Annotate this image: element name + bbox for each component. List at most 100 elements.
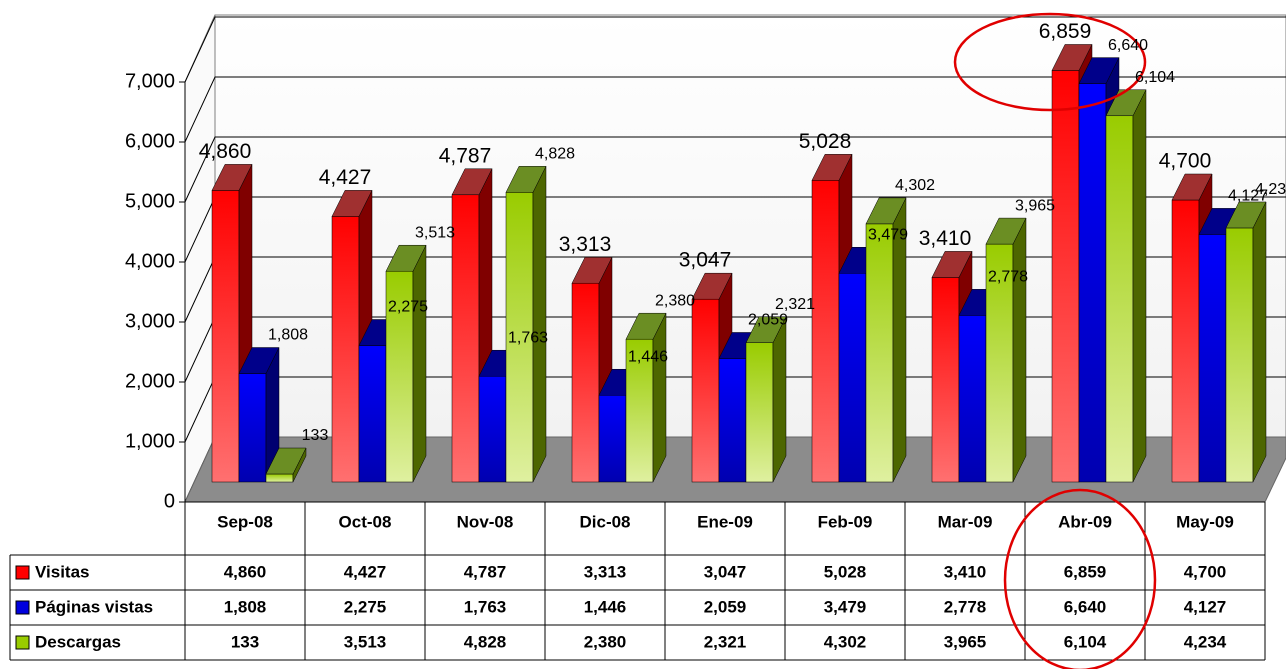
bar-front <box>571 282 600 483</box>
x-tick-label: Sep-08 <box>217 512 273 531</box>
bar-side <box>1252 201 1267 483</box>
x-tick-label: Mar-09 <box>938 512 993 531</box>
x-tick-label: Ene-09 <box>697 512 753 531</box>
grid-line <box>184 16 1286 83</box>
data-label: 2,778 <box>988 269 1028 286</box>
bar-front <box>451 194 480 483</box>
data-label: 3,965 <box>1015 197 1055 214</box>
bar-top <box>745 316 787 343</box>
data-label: 6,640 <box>1108 37 1148 54</box>
side-wall <box>184 14 216 503</box>
data-label: 4,860 <box>199 140 252 163</box>
table-cell: 3,410 <box>944 562 987 581</box>
table-cell: 2,778 <box>944 597 987 616</box>
table-cell: 3,047 <box>704 562 747 581</box>
x-tick-label: Nov-08 <box>457 512 514 531</box>
table-cell: 3,313 <box>584 562 627 581</box>
bar <box>1105 89 1147 483</box>
bar-side <box>532 166 547 483</box>
y-tick-label: 5,000 <box>125 190 175 212</box>
bar-top <box>385 244 427 272</box>
grid-line <box>184 76 1286 143</box>
table-cell: 2,059 <box>704 597 747 616</box>
table-cell: 4,828 <box>464 632 507 651</box>
table-cell: 1,446 <box>584 597 627 616</box>
legend-label: Descargas <box>35 632 121 651</box>
table-cell: 5,028 <box>824 562 867 581</box>
data-label: 4,234 <box>1255 181 1286 198</box>
bar-top <box>691 272 733 300</box>
data-label: 2,059 <box>748 312 788 329</box>
x-tick-label: Oct-08 <box>339 512 392 531</box>
bar-top <box>1225 201 1267 229</box>
bar-top <box>985 217 1027 245</box>
bar-front <box>1171 199 1200 483</box>
table-cell: 6,640 <box>1064 597 1107 616</box>
bar-top <box>931 251 973 278</box>
bar-side <box>412 245 427 483</box>
bar-front <box>1225 227 1254 483</box>
bar-top <box>1051 44 1093 71</box>
bar-top <box>1171 173 1213 201</box>
bar-front <box>691 298 720 483</box>
legend-swatch <box>15 635 30 650</box>
legend-label: Páginas vistas <box>35 597 153 616</box>
table-cell: 2,321 <box>704 632 747 651</box>
data-label: 4,700 <box>1159 150 1212 173</box>
table-cell: 4,302 <box>824 632 867 651</box>
bar-front <box>1051 70 1080 483</box>
data-label: 6,859 <box>1039 20 1092 43</box>
bar-front <box>745 342 774 483</box>
bar-front <box>598 394 627 483</box>
x-tick-label: Abr-09 <box>1058 512 1112 531</box>
table-cell: 4,127 <box>1184 597 1227 616</box>
bar-top <box>238 347 280 374</box>
data-label: 4,427 <box>319 166 372 189</box>
table-cell: 3,513 <box>344 632 387 651</box>
bar-side <box>1012 217 1027 483</box>
table-cell: 1,808 <box>224 597 267 616</box>
bar <box>265 447 307 483</box>
bar-front <box>505 192 534 483</box>
data-label: 1,446 <box>628 348 668 365</box>
data-label: 3,047 <box>679 249 732 272</box>
table-cell: 4,787 <box>464 562 507 581</box>
data-label: 5,028 <box>799 130 852 153</box>
highlight-circle <box>953 12 1147 112</box>
bar <box>865 197 907 483</box>
table-cell: 4,427 <box>344 562 387 581</box>
y-tick-label: 6,000 <box>125 130 175 152</box>
data-label: 3,513 <box>415 224 455 241</box>
bar <box>211 164 253 483</box>
bar-top <box>625 312 667 340</box>
bar-top <box>211 164 253 191</box>
legend-swatch <box>15 565 30 580</box>
data-label: 3,410 <box>919 227 972 250</box>
bar-top <box>505 166 547 193</box>
bar-front <box>1105 115 1134 483</box>
y-tick-label: 0 <box>164 490 175 512</box>
data-label: 2,380 <box>655 292 695 309</box>
bar-front <box>718 358 747 483</box>
table-cell: 6,104 <box>1064 632 1107 651</box>
bar-side <box>1132 89 1147 483</box>
y-tick-label: 1,000 <box>125 430 175 452</box>
x-tick-label: May-09 <box>1176 512 1234 531</box>
bar-side <box>772 316 787 483</box>
data-label: 2,321 <box>775 296 815 313</box>
table-cell: 3,965 <box>944 632 987 651</box>
data-label: 6,104 <box>1135 69 1175 86</box>
bar-front <box>478 375 507 483</box>
bar <box>985 217 1027 483</box>
bar-front <box>1198 234 1227 483</box>
bar-front <box>331 216 360 483</box>
table-cell: 4,860 <box>224 562 267 581</box>
bar-front <box>958 315 987 483</box>
x-tick-label: Dic-08 <box>579 512 630 531</box>
table-cell: 2,275 <box>344 597 387 616</box>
bar-front <box>358 345 387 483</box>
y-tick-label: 7,000 <box>125 70 175 92</box>
bar-front <box>265 473 294 483</box>
data-label: 3,479 <box>868 226 908 243</box>
legend-swatch <box>15 600 30 615</box>
